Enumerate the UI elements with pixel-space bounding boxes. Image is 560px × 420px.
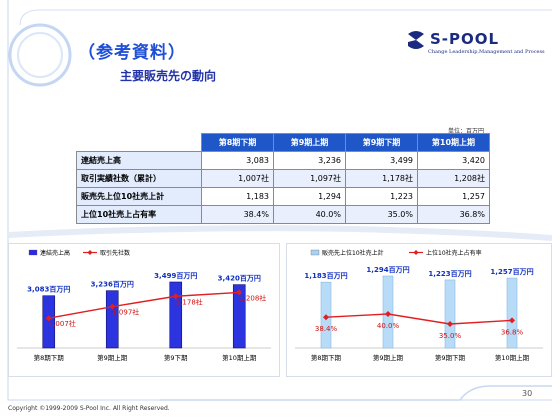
legend-label-line: 上位10社売上占有率 <box>426 249 482 257</box>
bar <box>42 295 56 349</box>
legend-marker-line <box>413 250 419 255</box>
column-header: 第8期下期 <box>201 133 274 152</box>
column-header: 第9期上期 <box>273 133 346 152</box>
table-cell: 40.0% <box>273 205 346 224</box>
table-cell: 36.8% <box>417 205 490 224</box>
page-subtitle: 主要販売先の動向 <box>120 69 217 83</box>
row-label: 上位10社売上占有率 <box>76 205 202 224</box>
bar-data-label: 3,236百万円 <box>91 281 134 289</box>
table-cell: 35.0% <box>345 205 418 224</box>
table-cell: 3,083 <box>201 151 274 170</box>
copyright-text: Copyright ©1999-2009 S-Pool Inc. All Rig… <box>8 405 170 412</box>
bar-data-label: 1,183百万円 <box>304 272 347 280</box>
x-tick-label: 第9期上期 <box>97 353 128 362</box>
line-data-label: 38.4% <box>315 325 338 333</box>
x-tick-label: 第9期上期 <box>373 353 404 362</box>
bar-data-label: 1,223百万円 <box>428 270 471 278</box>
row-label: 販売先上位10社売上計 <box>76 187 202 206</box>
bar-data-label: 3,083百万円 <box>27 286 70 294</box>
company-logo: S-POOL Change Leadership,Management and … <box>404 28 545 58</box>
line-point <box>236 289 243 296</box>
bar <box>105 290 119 349</box>
line-point <box>45 315 52 322</box>
line-data-label: 1,097社 <box>112 308 139 317</box>
table-cell: 1,097社 <box>273 169 346 188</box>
table-row: 取引実績社数（累計） 1,007社 1,097社 1,178社 1,208社 <box>76 169 490 188</box>
line-point <box>172 293 179 300</box>
line-data-label: 35.0% <box>439 332 462 340</box>
legend-marker-line <box>87 250 93 255</box>
legend-swatch-bar <box>28 249 38 256</box>
table-row: 連結売上高 3,083 3,236 3,499 3,420 <box>76 151 490 170</box>
table-row: 販売先上位10社売上計 1,183 1,294 1,223 1,257 <box>76 187 490 206</box>
x-tick-label: 第8期下期 <box>34 353 65 362</box>
bar-data-label: 1,257百万円 <box>490 268 533 276</box>
bar <box>232 284 246 349</box>
table-cell: 1,223 <box>345 187 418 206</box>
table-cell: 1,257 <box>417 187 490 206</box>
line-point <box>385 311 391 317</box>
series-line <box>325 313 513 325</box>
table-cell: 1,007社 <box>201 169 274 188</box>
legend-swatch-bar <box>310 249 320 256</box>
table-corner <box>76 133 202 152</box>
bar-data-label: 3,420百万円 <box>218 275 261 283</box>
page-number: 30 <box>522 389 533 398</box>
unit-label: 単位：百万円 <box>448 128 485 135</box>
logo-mark-icon <box>408 31 424 49</box>
legend-label-line: 取引先社数 <box>100 249 130 257</box>
bar-data-label: 1,294百万円 <box>366 266 409 274</box>
line-point <box>109 303 116 310</box>
table-cell: 38.4% <box>201 205 274 224</box>
table-cell: 1,183 <box>201 187 274 206</box>
column-header: 第9期下期 <box>345 133 418 152</box>
table-cell: 3,499 <box>345 151 418 170</box>
sales-chart-panel: 連結売上高 取引先社数 3,083百万円 第8期下期 3,236百万円 第9期上期 3,49… <box>8 243 280 377</box>
table-header-row: 第8期下期 第9期上期 第9期下期 第10期上期 <box>76 133 490 152</box>
table-cell: 1,208社 <box>417 169 490 188</box>
line-data-label: 1,007社 <box>49 319 76 328</box>
row-label: 連結売上高 <box>76 151 202 170</box>
line-data-label: 1,178社 <box>176 297 203 306</box>
legend-label-bar: 販売先上位10社売上計 <box>322 249 384 257</box>
series-line <box>48 291 240 319</box>
x-tick-label: 第10期上期 <box>222 353 257 362</box>
line-point <box>509 317 515 324</box>
x-tick-label: 第9期下期 <box>435 353 466 362</box>
x-tick-label: 第9下期 <box>164 353 188 362</box>
bar <box>169 281 183 349</box>
bar-data-label: 3,499百万円 <box>154 272 197 280</box>
line-data-label: 1,208社 <box>239 293 266 302</box>
legend-label-bar: 連結売上高 <box>40 249 70 257</box>
top10-chart-panel: 販売先上位10社売上計 上位10社売上占有率 1,183百万円 第8期下期 1,294百… <box>286 243 552 377</box>
bar <box>444 279 456 349</box>
logo-name: S-POOL <box>430 30 500 48</box>
data-table: 第8期下期 第9期上期 第9期下期 第10期上期 連結売上高 3,083 3,2… <box>76 133 490 224</box>
column-header: 第10期上期 <box>417 133 490 152</box>
row-label: 取引実績社数（累計） <box>76 169 202 188</box>
x-tick-label: 第8期下期 <box>311 353 342 362</box>
table-cell: 1,178社 <box>345 169 418 188</box>
x-tick-label: 第10期上期 <box>495 353 530 362</box>
table-cell: 1,294 <box>273 187 346 206</box>
line-data-label: 40.0% <box>377 322 400 330</box>
bar <box>506 277 518 349</box>
logo-tagline: Change Leadership,Management and Process <box>428 49 545 55</box>
table-row: 上位10社売上占有率 38.4% 40.0% 35.0% 36.8% <box>76 205 490 224</box>
line-point <box>323 314 329 321</box>
table-cell: 3,236 <box>273 151 346 170</box>
page-title: （参考資料） <box>78 43 186 63</box>
table-cell: 3,420 <box>417 151 490 170</box>
line-data-label: 36.8% <box>501 328 524 336</box>
line-point <box>447 321 453 327</box>
